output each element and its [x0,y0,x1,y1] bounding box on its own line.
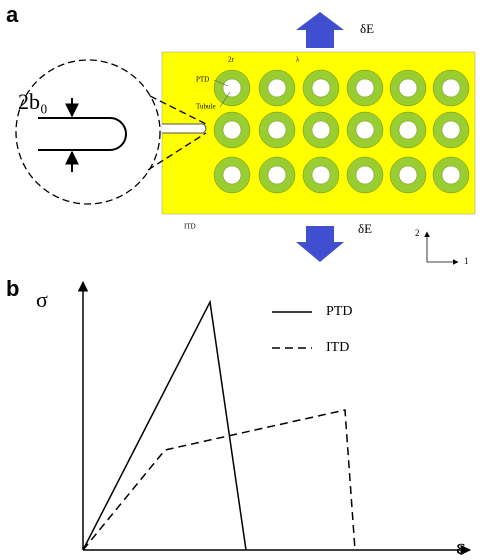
spacing-label: λ [296,56,300,64]
tubule [312,79,330,97]
tubule [399,166,417,184]
load-arrow-down [296,226,344,262]
tubule [399,121,417,139]
load-label: δE [360,21,374,36]
panel-label: b [6,276,19,301]
axis-label: 1 [464,256,469,266]
tubule [268,166,286,184]
legend-label: ITD [326,340,349,355]
tubule [223,79,241,97]
tubule [312,121,330,139]
axis-label: 2 [415,228,420,238]
zoom-circle [16,60,160,204]
tubule [268,121,286,139]
x-axis-label: ε [456,534,465,559]
tubule [356,79,374,97]
tubule [312,166,330,184]
crack-width-label: 2b₀ [18,89,48,114]
itd-curve [83,410,355,550]
tubule [356,121,374,139]
diameter-label: 2r [228,56,235,64]
crack [162,124,206,133]
tubule [268,79,286,97]
tubule [356,166,374,184]
tubule [442,166,460,184]
tubule [399,79,417,97]
load-label: δE [358,221,372,236]
tubule [442,79,460,97]
itd-label: ITD [184,223,196,231]
figure: a δE δE PTD Tubule ITD 2r λ 2b₀ 2 1 b σ … [0,0,487,560]
tubule [223,121,241,139]
load-arrow-up [296,12,344,48]
panel-label: a [6,2,19,27]
tubule [223,166,241,184]
y-axis-label: σ [36,287,48,312]
ptd-curve [83,302,246,550]
tubule [442,121,460,139]
tubule-label: Tubule [196,103,216,111]
legend-label: PTD [326,304,352,319]
ptd-label: PTD [196,76,209,84]
